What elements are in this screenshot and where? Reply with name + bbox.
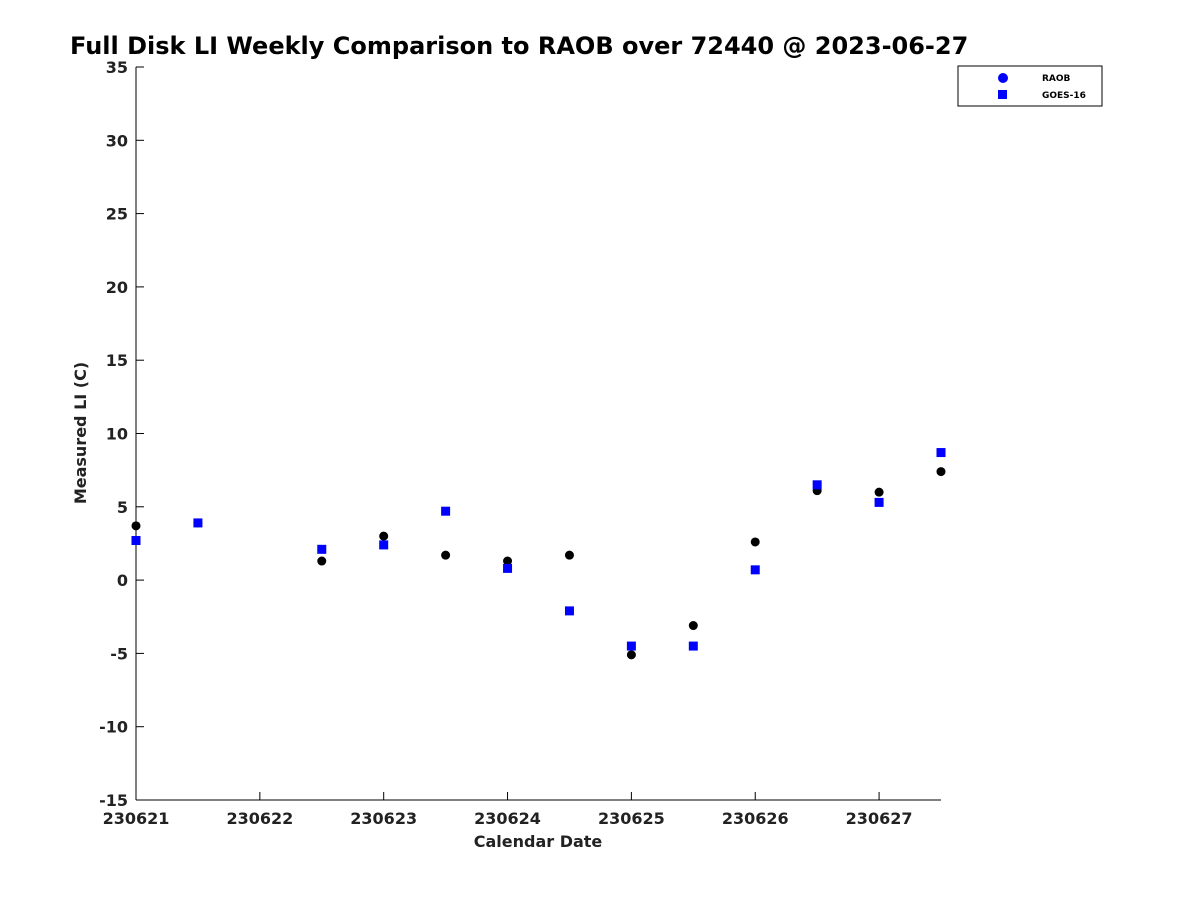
goes16-point	[750, 565, 760, 575]
goes16-point	[564, 606, 574, 616]
x-tick-label: 230627	[846, 809, 913, 828]
y-tick-label: -15	[99, 791, 128, 810]
legend: RAOB GOES-16	[957, 65, 1103, 107]
goes16-point	[317, 544, 327, 554]
raob-point	[441, 550, 451, 560]
legend-raob-marker	[998, 73, 1008, 83]
raob-point	[626, 650, 636, 660]
y-tick-label: 30	[106, 131, 128, 150]
legend-box	[957, 65, 1103, 107]
raob-point	[379, 531, 389, 541]
legend-goes16-label: GOES-16	[1042, 91, 1086, 101]
legend-goes16-marker	[998, 90, 1007, 99]
y-tick-label: 15	[106, 351, 128, 370]
raob-point	[750, 537, 760, 547]
x-tick-label: 230622	[226, 809, 293, 828]
y-ticks: 35 30 25 20 15 10 5 0 -5 -10 -15	[99, 58, 144, 810]
y-tick-label: 35	[106, 58, 128, 77]
y-tick-label: 25	[106, 205, 128, 224]
goes16-point	[193, 518, 203, 528]
y-axis-label: Measured LI (C)	[71, 362, 90, 504]
x-ticks: 230621 230622 230623 230624 230625 230626 2306…	[103, 792, 913, 828]
raob-point	[503, 556, 513, 566]
raob-point	[874, 487, 884, 497]
y-tick-label: -5	[110, 644, 128, 663]
goes16-point	[874, 497, 884, 507]
x-tick-label: 230626	[722, 809, 789, 828]
x-tick-label: 230621	[103, 809, 170, 828]
x-tick-label: 230624	[474, 809, 541, 828]
goes16-point	[812, 480, 822, 490]
raob-point	[317, 556, 327, 566]
y-tick-label: 0	[117, 571, 128, 590]
goes16-point	[503, 563, 513, 573]
goes16-point	[131, 536, 141, 546]
y-tick-label: 10	[106, 425, 128, 444]
y-tick-label: -10	[99, 718, 128, 737]
goes16-point	[441, 506, 451, 516]
chart-title: Full Disk LI Weekly Comparison to RAOB o…	[70, 32, 968, 60]
y-tick-label: 20	[106, 278, 128, 297]
raob-point	[564, 550, 574, 560]
goes16-point	[379, 540, 389, 550]
x-axis-label: Calendar Date	[474, 832, 603, 851]
raob-point	[688, 621, 698, 631]
x-tick-label: 230625	[598, 809, 665, 828]
goes16-point	[626, 641, 636, 651]
y-tick-label: 5	[117, 498, 128, 517]
legend-raob-label: RAOB	[1042, 74, 1071, 84]
raob-point	[131, 521, 141, 531]
raob-point	[936, 467, 946, 477]
data-points	[131, 448, 946, 660]
goes16-point	[688, 641, 698, 651]
plot-axes	[135, 67, 941, 801]
x-tick-label: 230623	[350, 809, 417, 828]
goes16-point	[936, 448, 946, 458]
